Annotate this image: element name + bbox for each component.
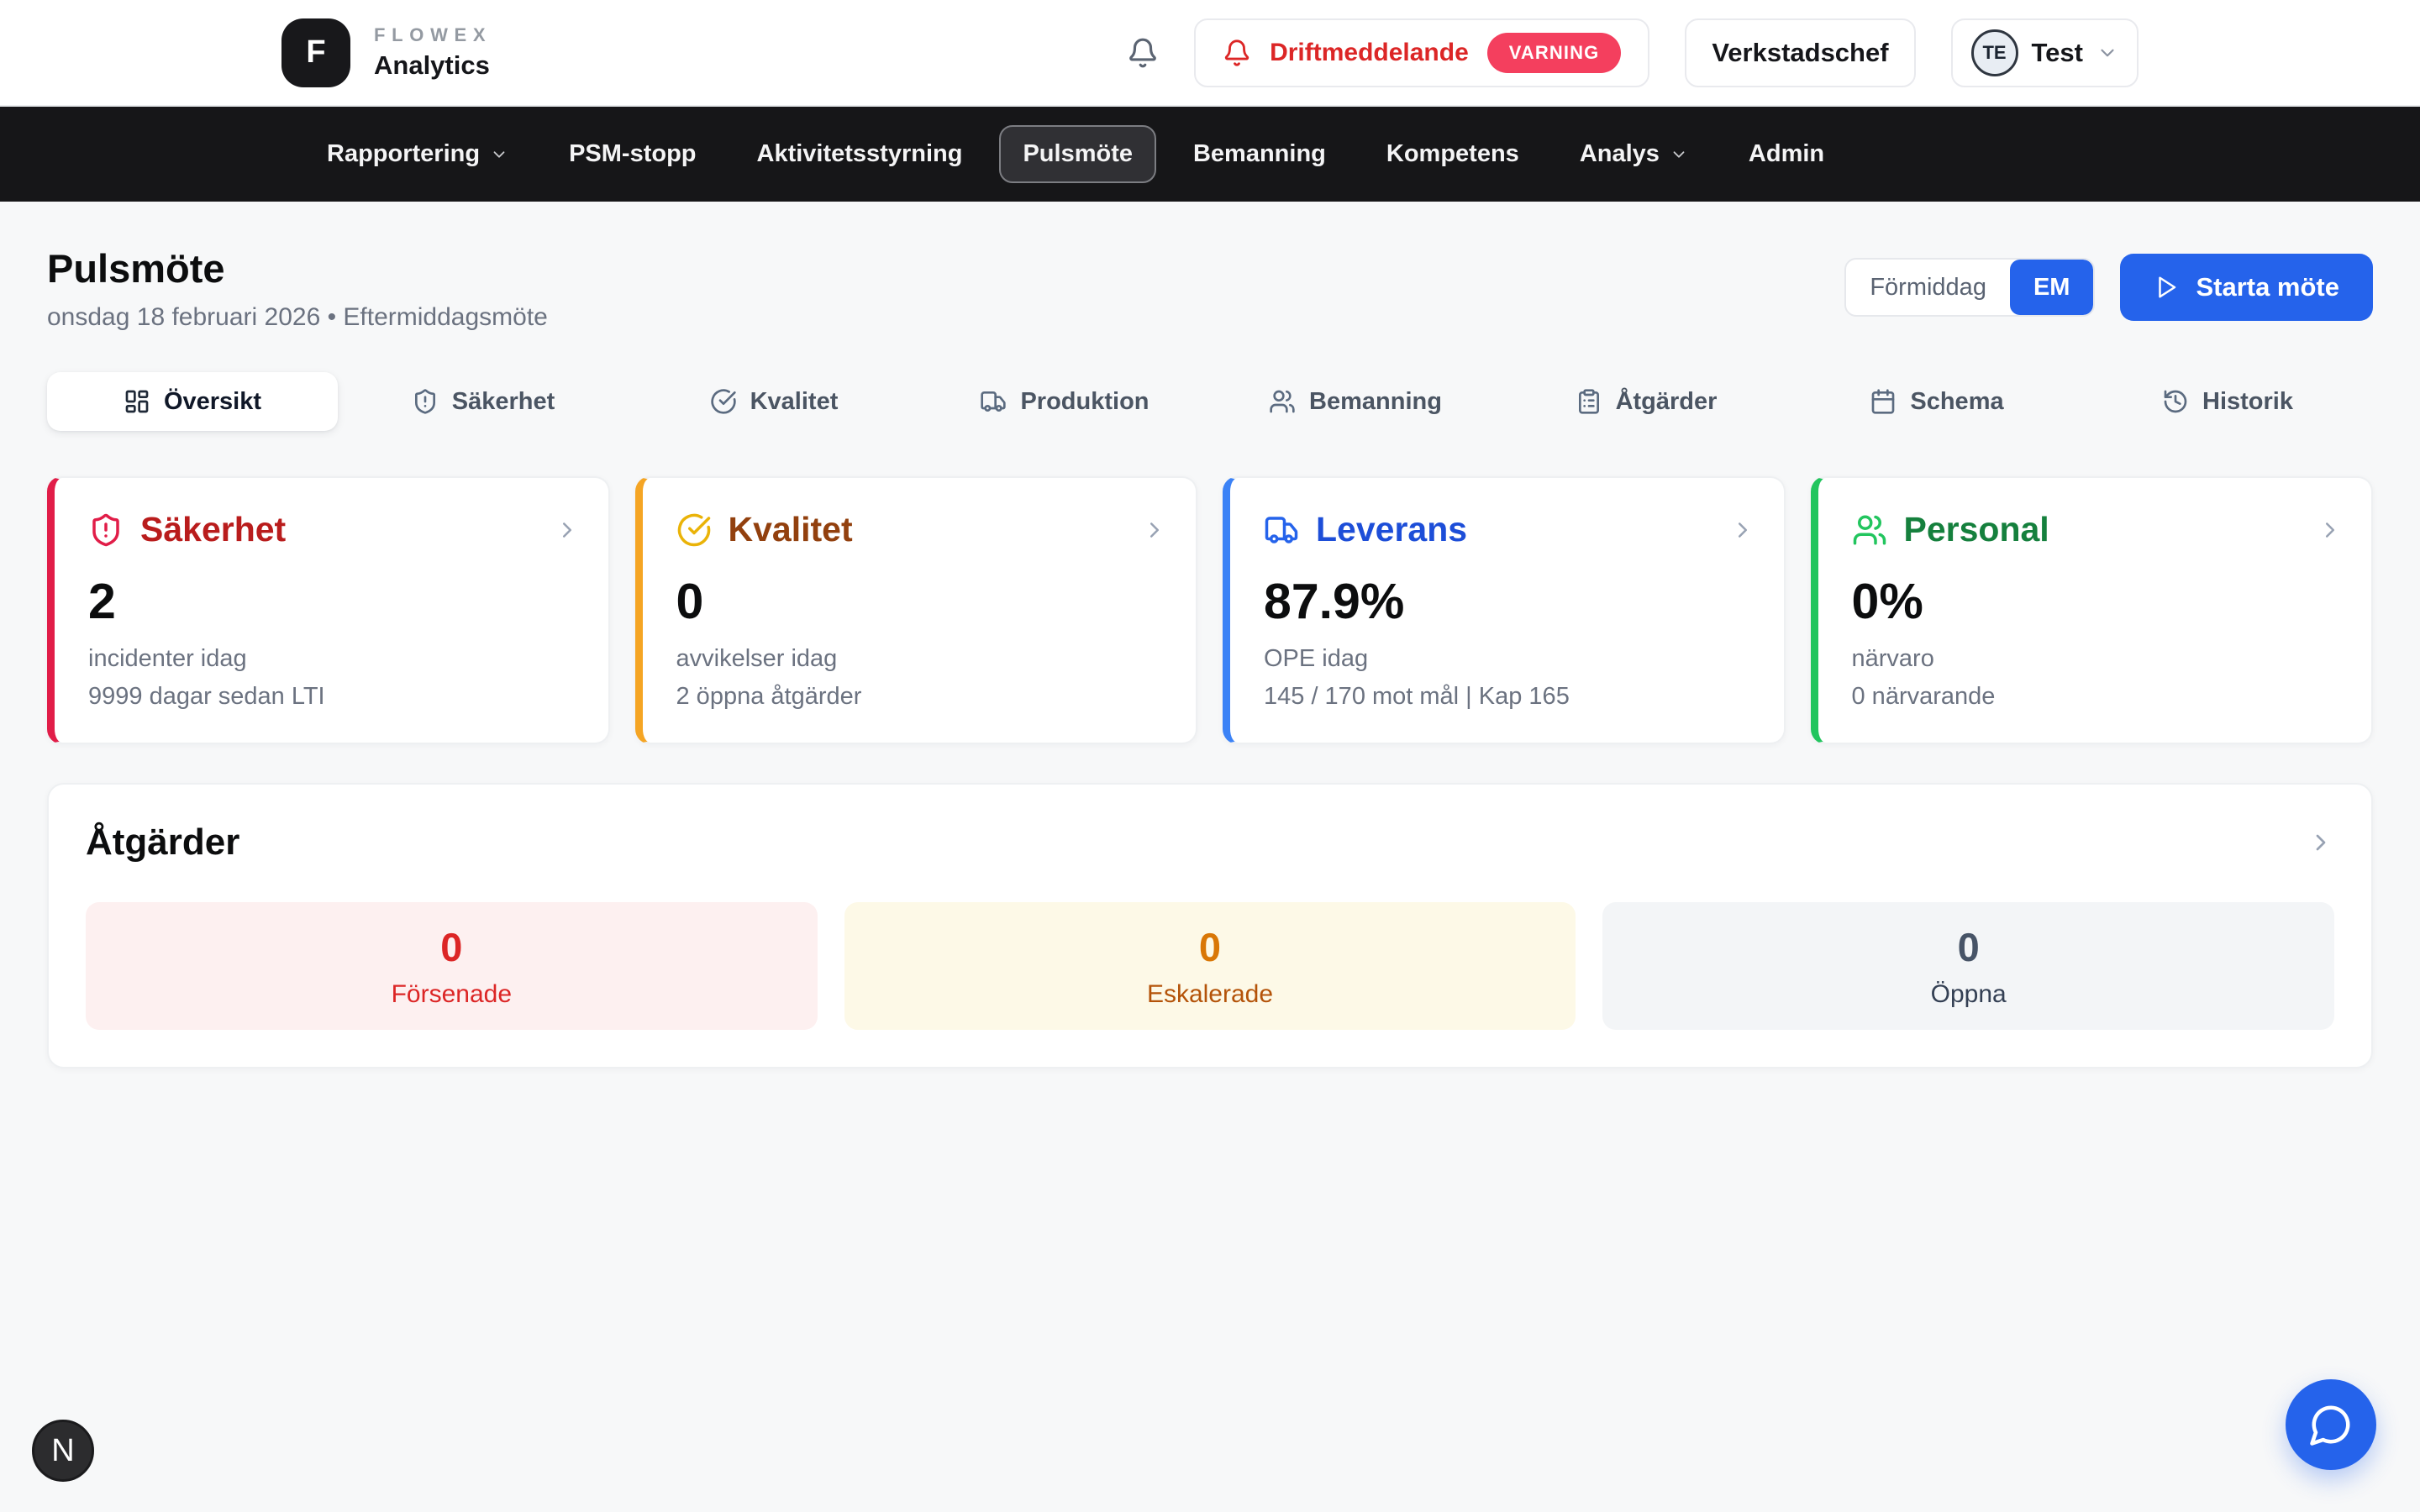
chevron-down-icon — [2096, 42, 2118, 64]
main-content: Pulsmöte onsdag 18 februari 2026 • Efter… — [0, 202, 2420, 1068]
brand-logo: F — [281, 18, 350, 87]
start-meeting-button[interactable]: Starta möte — [2120, 254, 2373, 321]
history-icon — [2162, 388, 2189, 415]
atgarder-panel: Åtgärder 0 Försenade 0 Eskalerade 0 Öppn… — [47, 783, 2373, 1068]
card-label: incidenter idag — [88, 645, 247, 672]
chevron-down-icon — [1670, 145, 1688, 164]
alert-severity-badge: VARNING — [1486, 32, 1622, 73]
clipboard-list-icon — [1576, 388, 1602, 415]
nav-item-analys[interactable]: Analys — [1556, 125, 1712, 183]
card-sublabel: 2 öppna åtgärder — [676, 683, 862, 710]
kpi-card-leverans[interactable]: Leverans 87.9% OPE idag 145 / 170 mot må… — [1223, 476, 1786, 744]
stat-eskalerade: 0 Eskalerade — [844, 902, 1576, 1030]
dev-indicator-badge[interactable]: N — [32, 1420, 94, 1482]
check-circle-icon — [676, 512, 712, 548]
card-sublabel: 9999 dagar sedan LTI — [88, 683, 325, 710]
bell-icon — [1127, 37, 1159, 69]
card-label: avvikelser idag — [676, 645, 838, 672]
alert-bell-icon — [1223, 39, 1251, 67]
tab-kvalitet[interactable]: Kvalitet — [629, 372, 919, 431]
play-icon — [2154, 275, 2179, 300]
tab-produktion[interactable]: Produktion — [919, 372, 1210, 431]
calendar-icon — [1870, 388, 1897, 415]
card-value: 0 — [676, 574, 704, 629]
layout-dashboard-icon — [124, 388, 150, 415]
toggle-em-button[interactable]: EM — [2009, 260, 2094, 315]
card-sublabel: 0 närvarande — [1851, 683, 1996, 710]
brand-name: FLOWEX — [374, 24, 492, 45]
card-sublabel: 145 / 170 mot mål | Kap 165 — [1264, 683, 1570, 710]
chevron-right-icon — [1730, 517, 1755, 543]
card-label: närvaro — [1851, 645, 1934, 672]
toggle-formiddag-button[interactable]: Förmiddag — [1846, 260, 2010, 315]
nav-item-bemanning[interactable]: Bemanning — [1170, 125, 1349, 183]
stat-value: 0 — [440, 924, 463, 969]
card-title: Leverans — [1316, 510, 1468, 549]
kpi-card-personal[interactable]: Personal 0% närvaro 0 närvarande — [1810, 476, 2373, 744]
stat-label: Öppna — [1930, 979, 2007, 1008]
stat-forsenade: 0 Försenade — [86, 902, 818, 1030]
tab-bemanning[interactable]: Bemanning — [1210, 372, 1501, 431]
nav-item-pulsmote[interactable]: Pulsmöte — [999, 125, 1156, 183]
card-title: Kvalitet — [728, 510, 853, 549]
chevron-down-icon — [490, 145, 508, 164]
users-icon — [1269, 388, 1296, 415]
section-tabs: Översikt Säkerhet Kvalitet Produktion Be… — [47, 372, 2373, 431]
stat-value: 0 — [1957, 924, 1980, 969]
stat-label: Försenade — [391, 979, 513, 1008]
tab-historik[interactable]: Historik — [2082, 372, 2373, 431]
panel-title: Åtgärder — [86, 822, 240, 863]
panel-chevron-right-icon[interactable] — [2307, 829, 2334, 856]
page-subtitle: onsdag 18 februari 2026 • Eftermiddagsmö… — [47, 303, 548, 331]
chevron-right-icon — [2317, 517, 2343, 543]
primary-nav: Rapportering PSM-stopp Aktivitetsstyrnin… — [0, 107, 2420, 202]
truck-icon — [1264, 512, 1299, 548]
card-value: 0% — [1851, 574, 1923, 629]
alert-label: Driftmeddelande — [1270, 38, 1469, 66]
role-button[interactable]: Verkstadschef — [1685, 18, 1916, 87]
user-menu-button[interactable]: TE Test — [1950, 18, 2139, 87]
card-title: Personal — [1903, 510, 2049, 549]
card-value: 2 — [88, 574, 116, 629]
page-title: Pulsmöte — [47, 246, 225, 291]
kpi-cards-row: Säkerhet 2 incidenter idag 9999 dagar se… — [47, 476, 2373, 744]
user-name: Test — [2031, 37, 2083, 67]
tab-atgarder[interactable]: Åtgärder — [1501, 372, 1791, 431]
stat-value: 0 — [1198, 924, 1222, 969]
nav-item-admin[interactable]: Admin — [1725, 125, 1848, 183]
kpi-card-kvalitet[interactable]: Kvalitet 0 avvikelser idag 2 öppna åtgär… — [634, 476, 1197, 744]
check-circle-icon — [710, 388, 737, 415]
brand-subtitle: Analytics — [374, 50, 490, 80]
users-icon — [1852, 512, 1887, 548]
chevron-right-icon — [555, 517, 580, 543]
card-value: 87.9% — [1264, 574, 1405, 629]
ops-alert-banner[interactable]: Driftmeddelande VARNING — [1194, 18, 1650, 87]
card-label: OPE idag — [1264, 645, 1369, 672]
tab-oversikt[interactable]: Översikt — [47, 372, 338, 431]
chat-bubble-icon — [2308, 1402, 2354, 1447]
tab-sakerhet[interactable]: Säkerhet — [338, 372, 629, 431]
nav-item-rapportering[interactable]: Rapportering — [303, 125, 532, 183]
card-title: Säkerhet — [140, 510, 287, 549]
stat-label: Eskalerade — [1146, 979, 1274, 1008]
kpi-card-sakerhet[interactable]: Säkerhet 2 incidenter idag 9999 dagar se… — [47, 476, 610, 744]
nav-item-aktivitetsstyrning[interactable]: Aktivitetsstyrning — [734, 125, 986, 183]
brand: F FLOWEX Analytics — [281, 18, 492, 87]
chat-fab-button[interactable] — [2286, 1379, 2376, 1470]
nav-item-kompetens[interactable]: Kompetens — [1363, 125, 1543, 183]
tab-schema[interactable]: Schema — [1791, 372, 2082, 431]
nav-item-psm-stopp[interactable]: PSM-stopp — [545, 125, 719, 183]
shield-alert-icon — [412, 388, 439, 415]
notifications-button[interactable] — [1127, 37, 1159, 69]
meeting-time-toggle: Förmiddag EM — [1844, 258, 2096, 317]
stat-oppna: 0 Öppna — [1602, 902, 2334, 1030]
chevron-right-icon — [1142, 517, 1167, 543]
app-header: F FLOWEX Analytics Driftmeddelande VARNI… — [0, 0, 2420, 107]
avatar: TE — [1970, 29, 2018, 76]
truck-icon — [980, 388, 1007, 415]
shield-alert-icon — [88, 512, 124, 548]
